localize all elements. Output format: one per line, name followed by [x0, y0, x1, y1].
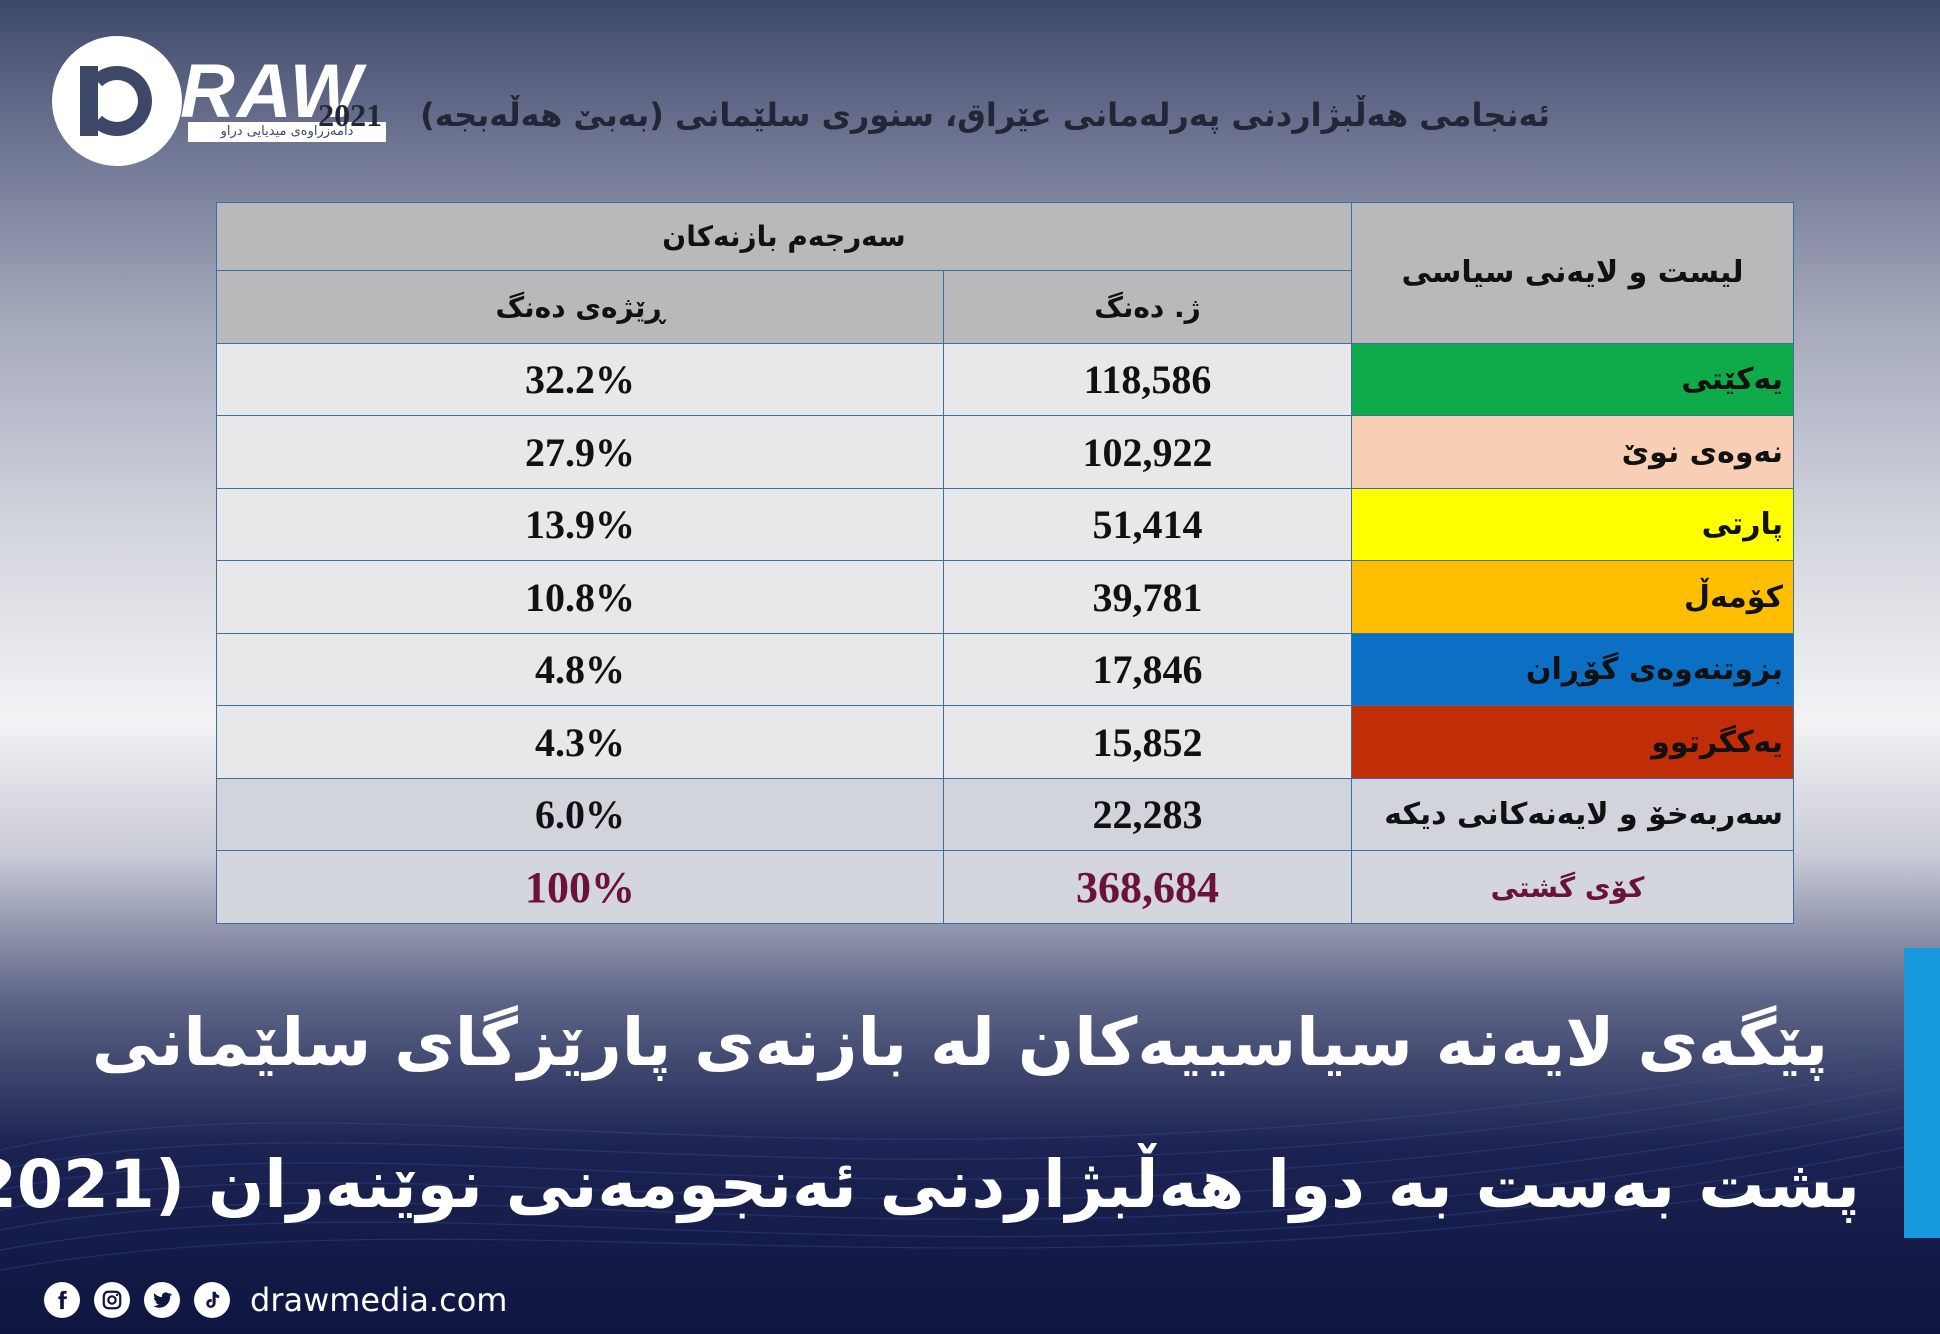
party-column-header: لیست و لایەنی سیاسی: [1351, 202, 1794, 344]
party-cell: بزوتنەوەی گۆڕان: [1351, 632, 1794, 707]
ratio-cell: 27.9%: [216, 415, 944, 489]
ratio-cell: 6.0%: [216, 777, 944, 852]
page-title-text: ئەنجامی هەڵبژاردنی پەرلەمانی عێراق، سنور…: [420, 96, 1550, 134]
accent-bar: [1904, 948, 1940, 1238]
logo-d-stem: [80, 66, 98, 136]
table-row: بزوتنەوەی گۆڕان 17,846 4.8%: [216, 632, 1794, 707]
logo-tagline: دامەزراوەی میدیایی دراو: [188, 122, 386, 142]
ratio-cell: 4.3%: [216, 705, 944, 779]
ratio-cell: 13.9%: [216, 487, 944, 562]
ratio-cell: 32.2%: [216, 342, 944, 417]
header-row-2: ژ. دەنگ ڕێژەی دەنگ: [216, 270, 1794, 344]
votes-column-header: ژ. دەنگ: [943, 270, 1352, 344]
votes-cell: 15,852: [943, 705, 1352, 779]
votes-cell: 51,414: [943, 487, 1352, 562]
table-row: یەکگرتوو 15,852 4.3%: [216, 705, 1794, 779]
results-table: لیست و لایەنی سیاسی سەرجەم بازنەکان ژ. د…: [216, 201, 1794, 924]
party-cell: یەکگرتوو: [1351, 705, 1794, 779]
table-row: یەکێتی 118,586 32.2%: [216, 342, 1794, 417]
total-votes-cell: 368,684: [943, 850, 1352, 924]
headline-line-2: پشت بەست بە دوا هەڵبژاردنی ئەنجومەنی نوێ…: [0, 1146, 1860, 1223]
party-cell: نەوەی نوێ: [1351, 415, 1794, 489]
party-cell: سەربەخۆ و لایەنەکانی دیکە: [1351, 777, 1794, 852]
table-row: نەوەی نوێ 102,922 27.9%: [216, 415, 1794, 489]
ratio-cell: 4.8%: [216, 632, 944, 707]
table-row: کۆمەڵ 39,781 10.8%: [216, 560, 1794, 634]
party-cell: پارتی: [1351, 487, 1794, 562]
party-cell: کۆمەڵ: [1351, 560, 1794, 634]
header-row-1: لیست و لایەنی سیاسی سەرجەم بازنەکان: [216, 201, 1794, 344]
votes-cell: 22,283: [943, 777, 1352, 852]
tiktok-icon[interactable]: [194, 1282, 230, 1318]
votes-cell: 39,781: [943, 560, 1352, 634]
page-title-year: 2021: [318, 97, 383, 133]
votes-cell: 102,922: [943, 415, 1352, 489]
facebook-icon[interactable]: [44, 1282, 80, 1318]
total-row: کۆی گشتی 368,684 100%: [216, 850, 1794, 924]
ratio-cell: 10.8%: [216, 560, 944, 634]
group-column-header: سەرجەم بازنەکان: [216, 201, 1352, 272]
ratio-column-header: ڕێژەی دەنگ: [216, 270, 944, 344]
social-footer: drawmedia.com: [44, 1280, 507, 1320]
logo-text: RAW: [180, 49, 364, 134]
party-cell: یەکێتی: [1351, 342, 1794, 417]
other-parties-row: سەربەخۆ و لایەنەکانی دیکە 22,283 6.0%: [216, 777, 1794, 852]
instagram-icon[interactable]: [94, 1282, 130, 1318]
headline-line-1: پێگەی لایەنە سیاسییەکان لە بازنەی پارێزگ…: [91, 1004, 1829, 1081]
website-url[interactable]: drawmedia.com: [250, 1281, 508, 1319]
page-title: ئەنجامی هەڵبژاردنی پەرلەمانی عێراق، سنور…: [318, 96, 1550, 148]
twitter-icon[interactable]: [144, 1282, 180, 1318]
total-label-cell: کۆی گشتی: [1351, 850, 1794, 924]
total-ratio-cell: 100%: [216, 850, 944, 924]
votes-cell: 17,846: [943, 632, 1352, 707]
votes-cell: 118,586: [943, 342, 1352, 417]
draw-logo: RAW دامەزراوەی میدیایی دراو: [52, 36, 412, 170]
table-row: پارتی 51,414 13.9%: [216, 487, 1794, 562]
